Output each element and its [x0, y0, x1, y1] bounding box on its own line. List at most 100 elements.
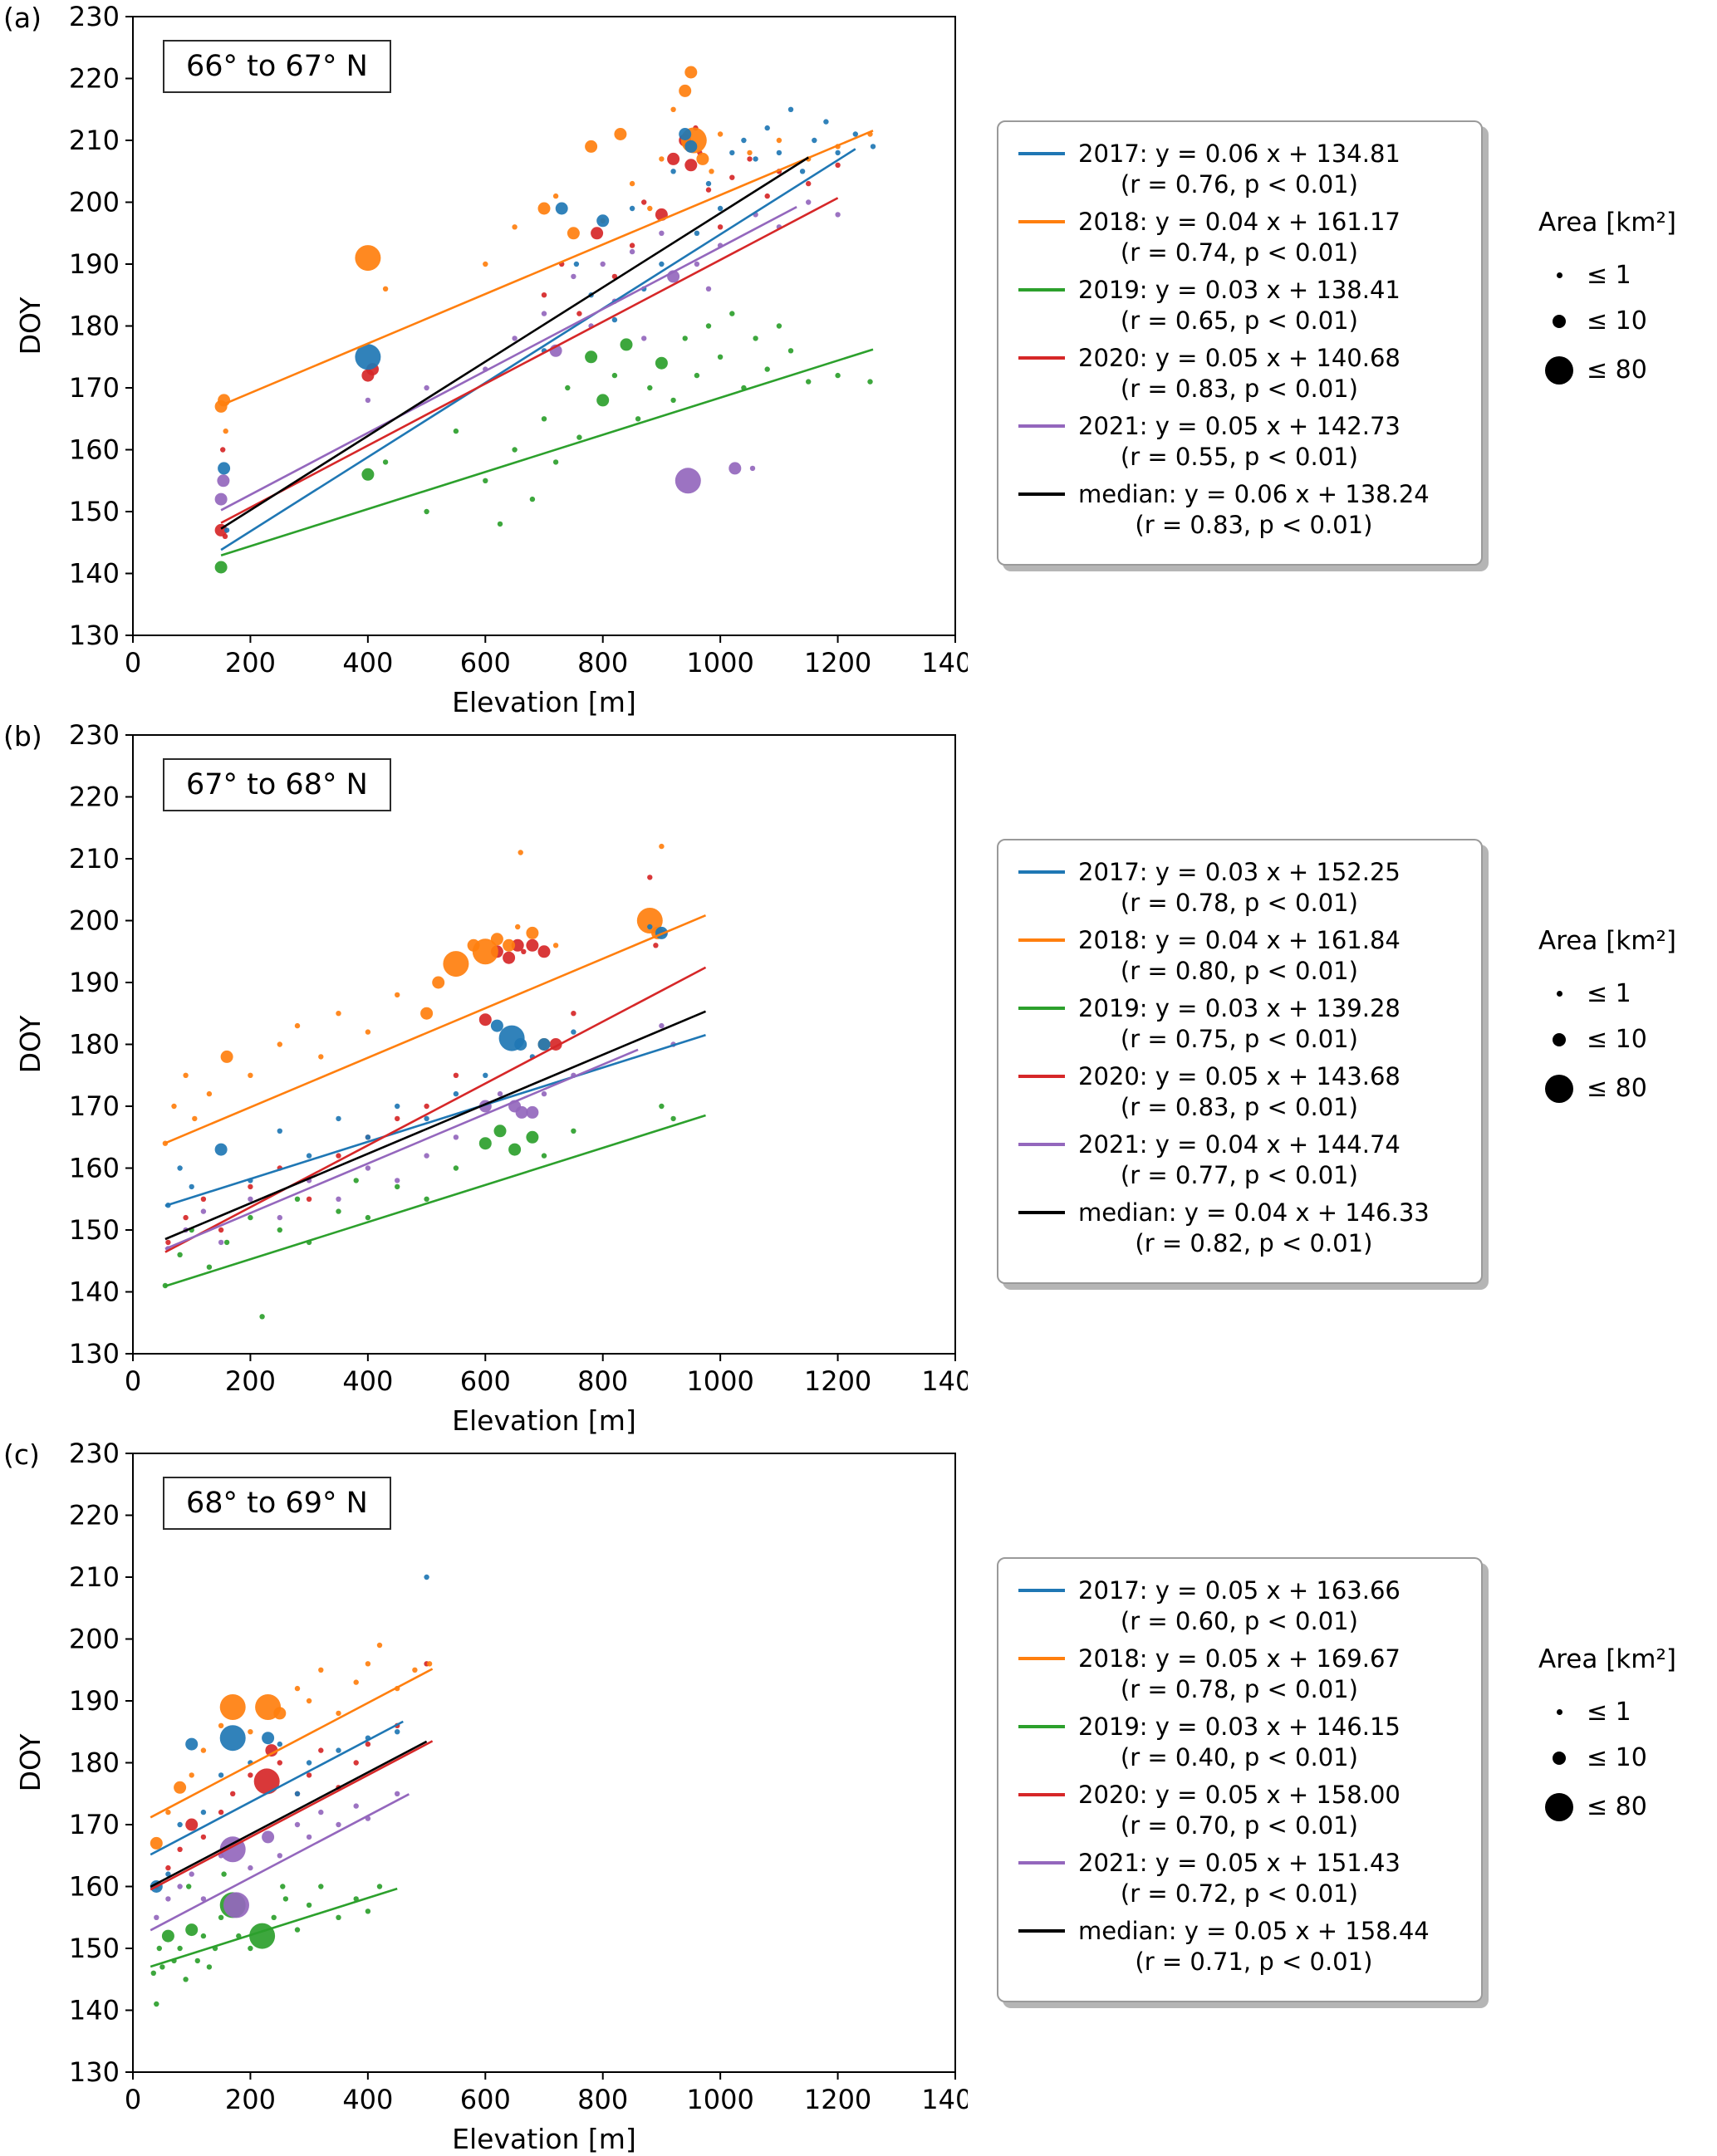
scatter-point [512, 336, 518, 341]
size-legend-label: ≤ 10 [1587, 1743, 1647, 1772]
plot-b: 0 200 400 600 800 1000 1200 1400 130 140 150 160 170… [14, 719, 968, 1437]
legend-equation: 2017: y = 0.03 x + 152.25 [1078, 858, 1401, 886]
y-tick-label: 220 [69, 782, 120, 813]
panel-label-b: (b) [3, 720, 42, 752]
regression-line-2021 [164, 1048, 639, 1250]
scatter-point [194, 1958, 200, 1964]
regression-line-2017 [220, 148, 856, 551]
scatter-series-2017 [165, 924, 668, 1208]
scatter-series-2020 [214, 125, 841, 539]
size-dot-icon [1553, 314, 1566, 328]
scatter-point [508, 1143, 522, 1156]
scatter-point [512, 224, 518, 230]
scatter-point [684, 140, 698, 153]
scatter-point [483, 1072, 488, 1078]
legend-entry-text: 2021: y = 0.05 x + 142.73 (r = 0.55, p < … [1078, 411, 1401, 473]
legend-entry-2018: 2018: y = 0.04 x + 161.84 (r = 0.80, p < … [1018, 925, 1461, 987]
scatter-point [614, 128, 627, 140]
y-tick-label: 180 [69, 1029, 120, 1061]
legend-line-swatch [1018, 424, 1065, 428]
legend-equation: 2019: y = 0.03 x + 139.28 [1078, 994, 1401, 1022]
axis-ticks: 0 200 400 600 800 1000 1200 1400 130 140 150 160 170… [69, 719, 968, 1397]
size-dot-icon [1553, 1751, 1566, 1765]
size-legend-a: Area [km²] ≤ 1 ≤ 10 ≤ 80 [1538, 208, 1713, 385]
scatter-point [806, 180, 812, 187]
scatter-point [165, 1239, 171, 1246]
scatter-point [747, 149, 753, 156]
scatter-point [218, 1809, 224, 1815]
scatter-point [705, 286, 712, 292]
legend-entry-text: 2017: y = 0.06 x + 134.81 (r = 0.76, p < … [1078, 139, 1401, 200]
legend-equation: median: y = 0.04 x + 146.33 [1078, 1198, 1430, 1227]
size-legend-label: ≤ 1 [1587, 979, 1631, 1008]
size-dot-icon [1556, 1709, 1562, 1715]
scatter-point [248, 1183, 253, 1190]
scatter-point [318, 1884, 324, 1889]
scatter-point [159, 1964, 165, 1970]
scatter-point [200, 1809, 207, 1815]
scatter-point [453, 1134, 459, 1140]
scatter-point [518, 850, 523, 855]
scatter-point [336, 1208, 341, 1214]
x-tick-label: 1000 [686, 2084, 753, 2115]
legend-entry-text: 2020: y = 0.05 x + 158.00 (r = 0.70, p < … [1078, 1780, 1401, 1841]
scatter-point [177, 1165, 183, 1171]
scatter-point [705, 180, 712, 187]
legend-stats: (r = 0.78, p < 0.01) [1120, 889, 1358, 917]
scatter-point [521, 948, 527, 954]
scatter-point [183, 1977, 189, 1982]
scatter-point [259, 1314, 265, 1320]
size-dot-icon [1556, 991, 1562, 997]
legend-line-swatch [1018, 152, 1065, 155]
scatter-point [271, 1914, 277, 1920]
size-legend-dot-column [1538, 991, 1580, 997]
scatter-point [511, 938, 524, 952]
x-tick-label: 1200 [804, 1365, 871, 1397]
scatter-point [365, 1165, 371, 1171]
scatter-point [709, 169, 714, 174]
scatter-series-2018 [150, 1642, 433, 1850]
x-tick-label: 1200 [804, 2084, 871, 2115]
scatter-point [787, 106, 794, 112]
size-legend-entry: ≤ 80 [1538, 1792, 1713, 1821]
legend-entry-text: 2021: y = 0.05 x + 151.43 (r = 0.72, p < … [1078, 1848, 1401, 1909]
scatter-point [189, 1871, 194, 1877]
scatter-point [336, 1747, 341, 1753]
regression-line-2019 [164, 1114, 706, 1287]
size-legend-label: ≤ 80 [1587, 355, 1647, 385]
scatter-point [282, 1896, 289, 1902]
scatter-point [552, 459, 559, 465]
legend-entry-2021: 2021: y = 0.05 x + 151.43 (r = 0.72, p < … [1018, 1848, 1461, 1909]
scatter-point [424, 1574, 429, 1580]
scatter-series-2018 [162, 843, 665, 1146]
scatter-point [806, 199, 812, 205]
scatter-point [835, 162, 841, 168]
legend-line-swatch [1018, 1861, 1065, 1864]
scatter-point [365, 1029, 371, 1035]
scatter-point [217, 474, 230, 488]
scatter-point [219, 1725, 246, 1752]
scatter-point [670, 106, 676, 112]
legend-equation: 2019: y = 0.03 x + 138.41 [1078, 276, 1401, 304]
x-tick-label: 1400 [921, 647, 968, 679]
scatter-point [526, 1105, 539, 1119]
legend-entry-text: 2019: y = 0.03 x + 146.15 (r = 0.40, p < … [1078, 1712, 1401, 1773]
scatter-point [218, 1914, 224, 1920]
scatter-point [306, 1902, 312, 1909]
scatter-series-2019 [150, 1871, 383, 2007]
scatter-point [567, 227, 580, 240]
y-tick-label: 150 [69, 496, 120, 527]
y-tick-label: 190 [69, 248, 120, 280]
legend-entry-2018: 2018: y = 0.05 x + 169.67 (r = 0.78, p < … [1018, 1644, 1461, 1705]
scatter-point [675, 468, 701, 494]
x-tick-label: 400 [342, 647, 393, 679]
size-legend-dot-column [1538, 1751, 1580, 1765]
size-legend-label: ≤ 80 [1587, 1792, 1647, 1821]
scatter-point [764, 193, 770, 199]
scatter-point [424, 385, 429, 391]
scatter-point [154, 1914, 159, 1920]
scatter-point [490, 1019, 503, 1032]
scatter-point [529, 496, 536, 502]
scatter-point [512, 447, 518, 453]
scatter-point [653, 943, 659, 948]
